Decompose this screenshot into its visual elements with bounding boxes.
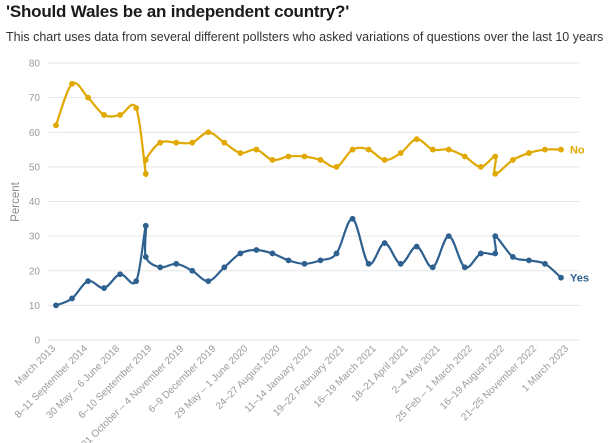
y-tick-label: 70	[29, 93, 41, 104]
data-point	[285, 153, 292, 160]
data-point	[349, 146, 356, 153]
data-point	[429, 146, 436, 153]
data-point	[285, 257, 292, 264]
y-tick-label: 30	[29, 232, 41, 243]
data-point	[526, 257, 532, 264]
data-point	[509, 157, 516, 163]
data-point	[157, 264, 164, 271]
series-layer: No Yes	[53, 80, 589, 309]
series-label-yes: Yes	[570, 273, 589, 285]
data-point	[542, 260, 548, 267]
data-point	[142, 170, 149, 177]
data-point	[133, 105, 140, 111]
series-label-no: No	[570, 145, 585, 157]
data-point	[205, 129, 212, 136]
data-point	[461, 264, 468, 271]
y-tick-label: 40	[29, 197, 41, 208]
data-point	[189, 139, 196, 146]
data-point	[69, 80, 75, 87]
y-tick-label: 10	[29, 301, 41, 312]
data-point	[477, 250, 484, 257]
data-point	[133, 278, 140, 285]
data-point	[205, 278, 212, 285]
data-point	[526, 150, 532, 156]
y-tick-label: 80	[29, 59, 41, 70]
data-point	[492, 250, 499, 257]
data-point	[173, 260, 180, 267]
data-point	[429, 264, 436, 271]
data-point	[413, 243, 420, 250]
data-point	[117, 271, 124, 278]
data-point	[173, 139, 180, 146]
data-point	[381, 157, 388, 163]
series-line-no	[54, 81, 561, 178]
data-point	[142, 157, 149, 163]
chart-title: 'Should Wales be an independent country?…	[6, 2, 350, 21]
series-yes: Yes	[53, 215, 589, 309]
data-point	[413, 136, 420, 143]
data-point	[445, 233, 452, 240]
y-tick-label: 0	[34, 336, 40, 347]
data-point	[53, 122, 59, 129]
data-point	[397, 150, 404, 156]
data-point	[542, 146, 548, 153]
data-point	[189, 267, 196, 274]
y-tick-label: 50	[29, 162, 41, 173]
data-point	[85, 278, 91, 285]
data-point	[301, 153, 308, 160]
chart-subtitle: This chart uses data from several differ…	[6, 30, 604, 44]
data-point	[492, 153, 499, 160]
data-point	[142, 254, 149, 260]
data-point	[381, 240, 388, 246]
y-axis-label: Percent	[10, 181, 22, 221]
data-point	[349, 215, 356, 222]
data-point	[157, 139, 164, 146]
data-point	[301, 260, 308, 267]
y-axis-ticks: 0 10 20 30 40 50 60 70 80	[29, 59, 41, 347]
data-point	[221, 264, 228, 271]
data-point	[492, 170, 499, 177]
data-point	[253, 146, 260, 153]
data-point	[237, 150, 244, 156]
data-point	[53, 302, 59, 309]
data-point	[237, 250, 244, 257]
data-point	[142, 222, 149, 229]
data-point	[101, 112, 107, 118]
data-point	[477, 163, 484, 170]
data-point	[558, 274, 564, 281]
data-point	[69, 295, 75, 302]
series-line-yes	[55, 217, 562, 307]
data-point	[365, 260, 372, 267]
series-no: No	[53, 80, 585, 178]
data-point	[365, 146, 372, 153]
y-tick-label: 60	[29, 128, 41, 139]
y-tick-label: 20	[29, 266, 41, 277]
data-point	[221, 139, 228, 146]
data-point	[269, 250, 276, 257]
data-point	[461, 153, 468, 160]
data-point	[101, 285, 107, 291]
data-point	[397, 260, 404, 267]
data-point	[509, 254, 516, 260]
data-point	[85, 94, 91, 101]
data-point	[317, 157, 324, 163]
data-point	[333, 250, 340, 257]
data-point	[333, 163, 340, 170]
data-point	[445, 146, 452, 153]
data-point	[117, 112, 124, 118]
data-point	[253, 247, 260, 253]
data-point	[269, 157, 276, 163]
data-point	[558, 146, 564, 153]
x-tick-label: 18–21 April 2021	[350, 343, 411, 404]
data-point	[492, 233, 499, 240]
data-point	[317, 257, 324, 264]
gridlines	[47, 62, 580, 341]
